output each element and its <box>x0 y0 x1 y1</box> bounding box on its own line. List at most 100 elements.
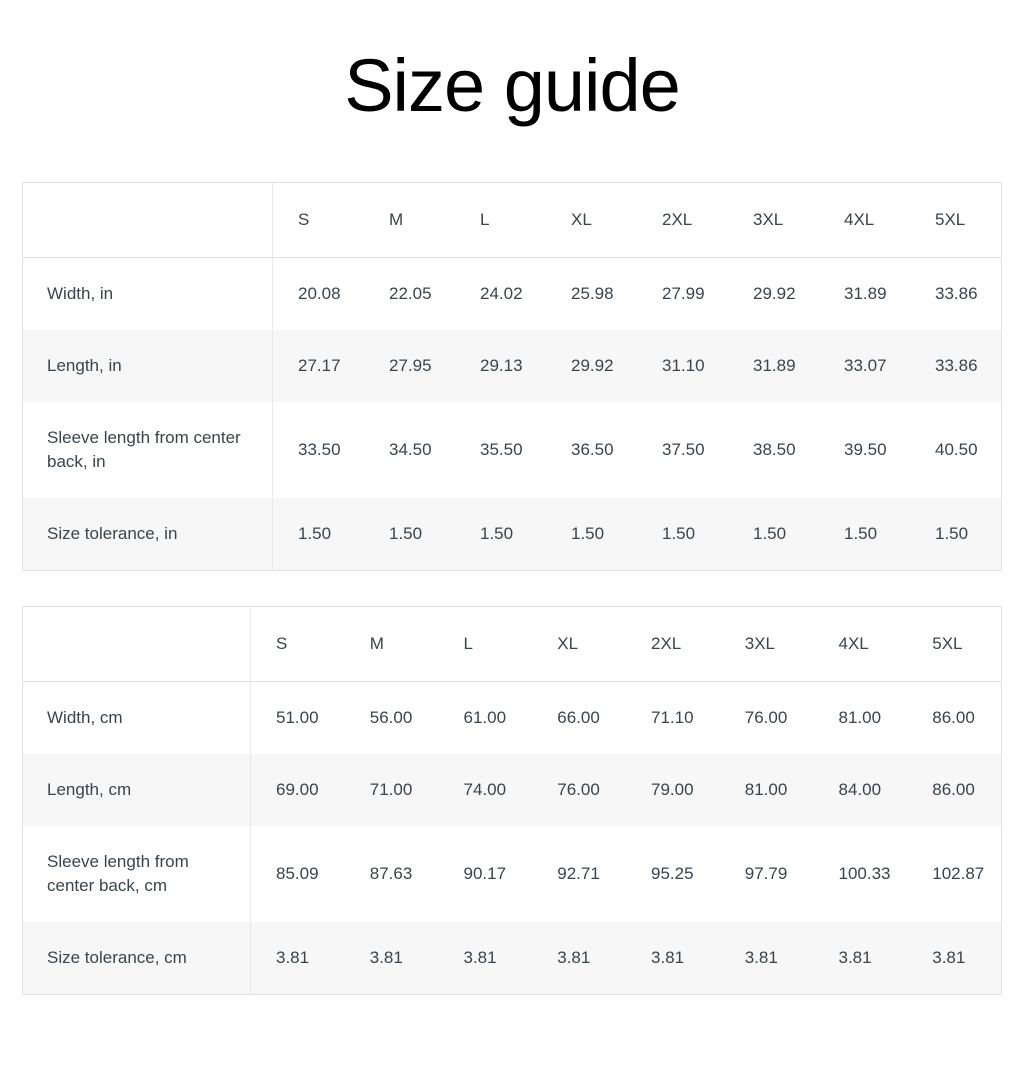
cell-value: 87.63 <box>369 864 413 884</box>
cell-value: 33.07 <box>844 356 887 376</box>
cell-value: 31.89 <box>844 284 887 304</box>
cell-value: 39.50 <box>844 440 887 460</box>
cell-value: 61.00 <box>463 708 507 728</box>
cell-value: 1.50 <box>844 524 878 544</box>
cell-value: 40.50 <box>935 440 978 460</box>
cell-value: 3.81 <box>838 948 872 968</box>
cell-value: 100.33 <box>838 864 891 884</box>
cell-value: 27.99 <box>662 284 705 304</box>
cell-value: 74.00 <box>463 780 507 800</box>
cell-value: 3.81 <box>276 948 310 968</box>
table-header-row: S M L XL 2XL 3XL 4XL 5XL <box>23 607 1001 683</box>
cell-value: 56.00 <box>369 708 413 728</box>
cell-value: 33.86 <box>935 284 978 304</box>
cell-value: 38.50 <box>753 440 796 460</box>
cell-value: 97.79 <box>744 864 788 884</box>
cell-value: 85.09 <box>276 864 319 884</box>
row-label: Length, cm <box>23 754 251 827</box>
cell-value: 34.50 <box>389 440 432 460</box>
table-row: Size tolerance, in 1.50 1.50 1.50 1.50 1.50 1.… <box>23 498 1001 571</box>
table-row: Sleeve length from center back, in 33.50 3… <box>23 402 1001 499</box>
cell-value: 35.50 <box>480 440 523 460</box>
row-label: Width, in <box>23 258 273 331</box>
column-header-s: S <box>298 210 310 230</box>
size-table-cm: S M L XL 2XL 3XL 4XL 5XL Width, cm 51.00 56.00 61.0… <box>22 606 1002 996</box>
cell-value: 33.86 <box>935 356 978 376</box>
table-row: Sleeve length from center back, cm 85.09 8… <box>23 826 1001 923</box>
cell-value: 1.50 <box>298 524 332 544</box>
table-row: Length, cm 69.00 71.00 74.00 76.00 79.00 81.00… <box>23 754 1001 827</box>
cell-value: 31.89 <box>753 356 796 376</box>
cell-value: 3.81 <box>932 948 966 968</box>
column-header-5xl: 5XL <box>935 210 966 230</box>
row-label: Width, cm <box>23 682 251 755</box>
table-row: Width, cm 51.00 56.00 61.00 66.00 71.10 76.00 8… <box>23 682 1001 755</box>
row-label: Size tolerance, in <box>23 498 273 571</box>
table-header-row: S M L XL 2XL 3XL 4XL 5XL <box>23 183 1001 259</box>
cell-value: 71.00 <box>369 780 413 800</box>
cell-value: 95.25 <box>651 864 694 884</box>
cell-value: 3.81 <box>463 948 497 968</box>
cell-value: 3.81 <box>557 948 591 968</box>
cell-value: 29.13 <box>480 356 523 376</box>
row-label: Size tolerance, cm <box>23 922 251 995</box>
row-label: Length, in <box>23 330 273 403</box>
cell-value: 66.00 <box>557 708 600 728</box>
cell-value: 1.50 <box>480 524 514 544</box>
cell-value: 76.00 <box>744 708 788 728</box>
cell-value: 1.50 <box>753 524 787 544</box>
column-header-2xl: 2XL <box>651 634 682 654</box>
cell-value: 22.05 <box>389 284 432 304</box>
column-header-2xl: 2XL <box>662 210 693 230</box>
cell-value: 1.50 <box>571 524 605 544</box>
table-row: Size tolerance, cm 3.81 3.81 3.81 3.81 3.81 3.… <box>23 922 1001 995</box>
cell-value: 86.00 <box>932 708 975 728</box>
cell-value: 20.08 <box>298 284 341 304</box>
column-header-4xl: 4XL <box>844 210 875 230</box>
column-header-3xl: 3XL <box>744 634 775 654</box>
column-header-l: L <box>463 634 473 654</box>
cell-value: 25.98 <box>571 284 614 304</box>
cell-value: 84.00 <box>838 780 882 800</box>
column-header-xl: XL <box>557 634 579 654</box>
cell-value: 69.00 <box>276 780 319 800</box>
cell-value: 76.00 <box>557 780 600 800</box>
cell-value: 79.00 <box>651 780 694 800</box>
cell-value: 3.81 <box>369 948 403 968</box>
column-header-xl: XL <box>571 210 592 230</box>
cell-value: 29.92 <box>571 356 614 376</box>
page-title: Size guide <box>344 44 681 127</box>
column-header-s: S <box>276 634 288 654</box>
corner-cell <box>23 607 251 682</box>
cell-value: 102.87 <box>932 864 985 884</box>
cell-value: 81.00 <box>744 780 788 800</box>
cell-value: 81.00 <box>838 708 882 728</box>
cell-value: 33.50 <box>298 440 341 460</box>
cell-value: 90.17 <box>463 864 507 884</box>
cell-value: 31.10 <box>662 356 705 376</box>
column-header-3xl: 3XL <box>753 210 784 230</box>
cell-value: 27.95 <box>389 356 432 376</box>
column-header-m: M <box>389 210 404 230</box>
cell-value: 71.10 <box>651 708 694 728</box>
table-row: Length, in 27.17 27.95 29.13 29.92 31.10 31.89… <box>23 330 1001 403</box>
cell-value: 29.92 <box>753 284 796 304</box>
column-header-4xl: 4XL <box>838 634 869 654</box>
cell-value: 3.81 <box>744 948 778 968</box>
cell-value: 24.02 <box>480 284 523 304</box>
corner-cell <box>23 183 273 258</box>
column-header-5xl: 5XL <box>932 634 963 654</box>
row-label: Sleeve length from center back, in <box>23 402 273 499</box>
cell-value: 37.50 <box>662 440 705 460</box>
size-guide-page: Size guide S M L XL 2XL 3XL 4XL 5XL Width, in 20.… <box>0 42 1024 996</box>
row-label: Sleeve length from center back, cm <box>23 826 251 923</box>
cell-value: 36.50 <box>571 440 614 460</box>
cell-value: 86.00 <box>932 780 975 800</box>
cell-value: 51.00 <box>276 708 319 728</box>
cell-value: 1.50 <box>389 524 423 544</box>
cell-value: 1.50 <box>935 524 969 544</box>
cell-value: 27.17 <box>298 356 341 376</box>
cell-value: 92.71 <box>557 864 600 884</box>
column-header-l: L <box>480 210 490 230</box>
column-header-m: M <box>369 634 384 654</box>
